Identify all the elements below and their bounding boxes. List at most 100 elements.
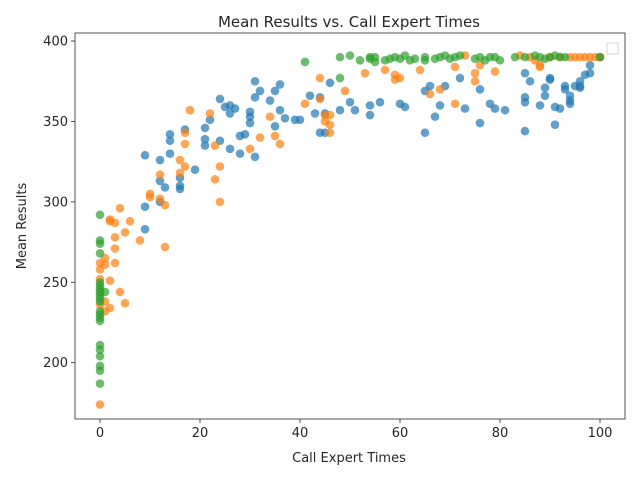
data-point-s0-78	[540, 83, 550, 92]
data-point-s1-6	[100, 260, 110, 269]
data-point-s0-51	[335, 105, 345, 115]
data-point-s1-43	[270, 131, 280, 141]
data-point-s1-25	[155, 170, 165, 179]
data-point-s0-76	[525, 76, 535, 86]
data-point-s1-33	[180, 162, 190, 171]
y-axis-label: Mean Results	[15, 183, 30, 270]
data-point-s1-38	[215, 162, 225, 171]
data-point-s0-18	[205, 115, 215, 125]
y-tick-label-250: 250	[43, 276, 68, 291]
data-point-s1-54	[360, 68, 370, 78]
data-point-s0-93	[575, 83, 585, 92]
data-point-s1-11	[105, 276, 115, 285]
data-point-s0-86	[560, 84, 570, 94]
data-point-s1-51	[325, 120, 335, 129]
data-point-s2-17	[95, 351, 105, 361]
data-point-s2-22	[300, 57, 310, 67]
data-point-s1-53	[340, 86, 350, 96]
data-point-s0-27	[235, 149, 245, 158]
data-point-s2-2	[95, 239, 105, 248]
data-point-s0-17	[200, 141, 210, 150]
data-point-s2-60	[560, 52, 570, 62]
data-point-s0-28	[240, 130, 250, 139]
data-point-s2-16	[95, 345, 105, 355]
data-point-s0-12	[175, 184, 185, 194]
x-tick-label-20: 20	[192, 426, 209, 441]
data-point-s1-35	[205, 109, 215, 118]
data-point-s0-83	[550, 120, 560, 129]
y-tick-label-350: 350	[43, 115, 68, 130]
y-axis-ticks: 200 250 300 350 400	[43, 35, 75, 371]
data-point-s0-63	[435, 101, 445, 110]
data-point-s1-63	[450, 99, 460, 109]
y-tick-label-400: 400	[43, 35, 68, 50]
data-point-s0-9	[165, 149, 175, 158]
data-point-s1-73	[535, 62, 545, 72]
data-point-s2-14	[95, 316, 105, 326]
data-point-s0-96	[585, 68, 595, 78]
data-point-s1-37	[210, 175, 220, 184]
data-point-s2-61	[595, 52, 605, 62]
data-point-s2-24	[335, 73, 345, 83]
data-point-s2-52	[510, 52, 520, 62]
data-point-s0-58	[400, 102, 410, 112]
data-point-s0-24	[225, 144, 235, 154]
data-point-s1-20	[120, 298, 130, 308]
x-tick-label-60: 60	[392, 426, 409, 441]
x-axis-label: Call Expert Times	[292, 451, 406, 466]
data-point-s2-53	[520, 52, 530, 62]
x-tick-label-40: 40	[292, 426, 309, 441]
data-point-s1-52	[325, 128, 335, 138]
data-point-s2-20	[95, 379, 105, 388]
data-point-s0-77	[535, 101, 545, 110]
data-point-s0-71	[500, 105, 510, 115]
data-point-s1-21	[125, 216, 135, 226]
data-point-s0-61	[425, 81, 435, 91]
data-point-s1-19	[120, 228, 130, 237]
data-point-s1-42	[265, 112, 275, 121]
data-point-s0-72	[520, 68, 530, 78]
data-point-s0-40	[275, 105, 285, 115]
data-point-s1-26	[155, 194, 165, 203]
data-point-s1-39	[215, 197, 225, 207]
data-point-s0-36	[265, 96, 275, 105]
data-point-s2-30	[370, 57, 380, 67]
data-point-s1-41	[255, 133, 265, 142]
data-point-s0-45	[310, 109, 320, 118]
x-axis-ticks: 0 20 40 60 80 100	[96, 419, 612, 441]
data-point-s1-46	[315, 73, 325, 83]
data-point-s1-36	[210, 141, 220, 150]
data-point-s1-55	[380, 65, 390, 75]
legend-box	[606, 42, 619, 55]
data-point-s0-2	[140, 224, 150, 234]
data-point-s0-15	[200, 123, 210, 133]
data-point-s1-58	[395, 73, 405, 83]
data-point-s2-23	[335, 52, 345, 62]
x-tick-label-0: 0	[96, 426, 104, 441]
data-point-s0-95	[585, 60, 595, 70]
data-point-s1-34	[185, 105, 195, 115]
data-point-s2-51	[495, 56, 505, 65]
data-point-s0-60	[420, 128, 430, 138]
data-point-s0-67	[475, 84, 485, 94]
data-point-s0-79	[540, 91, 550, 101]
data-point-s1-65	[470, 68, 480, 78]
data-point-s1-27	[160, 200, 170, 210]
data-point-s0-62	[430, 112, 440, 121]
data-point-s1-15	[110, 244, 120, 253]
data-point-s0-52	[345, 97, 355, 107]
data-point-s1-66	[470, 76, 480, 86]
data-point-s2-19	[95, 366, 105, 376]
data-point-s2-3	[95, 249, 105, 258]
data-point-s1-24	[145, 192, 155, 202]
data-point-s2-25	[345, 51, 355, 60]
data-point-s0-3	[155, 155, 165, 165]
points-layer	[95, 51, 605, 409]
data-point-s0-33	[250, 93, 260, 102]
data-point-s1-62	[450, 62, 460, 72]
data-point-s1-44	[275, 139, 285, 149]
chart-title: Mean Results vs. Call Expert Times	[218, 13, 480, 31]
data-point-s1-31	[180, 128, 190, 138]
data-point-s0-89	[565, 99, 575, 109]
